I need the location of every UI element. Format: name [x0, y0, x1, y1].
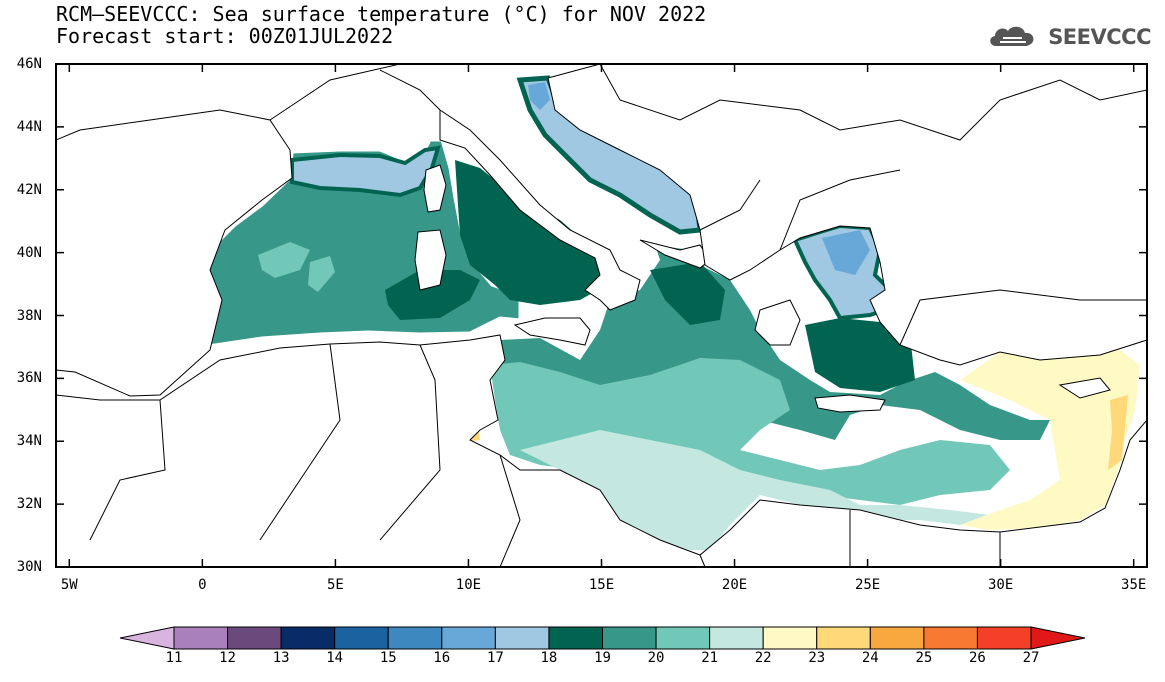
balkans-outline [547, 64, 1147, 366]
ionian-dark-patch [650, 262, 725, 325]
libyan-coast-shading [520, 430, 990, 550]
colorbar-tick-label: 23 [808, 650, 826, 666]
lat-tick-label: 38N [16, 307, 42, 324]
lat-tick-label: 36N [16, 370, 42, 387]
corsica-outline [423, 164, 447, 213]
lon-tick-label: 35E [1121, 577, 1147, 593]
colorbar-tick-label: 20 [647, 650, 665, 666]
axis-ticks [56, 63, 1147, 568]
africa-borders [89, 343, 1001, 567]
colorbar-tick-label: 24 [861, 650, 879, 666]
colorbar-swatch [334, 626, 389, 650]
lat-tick-label: 42N [16, 181, 42, 198]
menorca-shading [308, 256, 335, 292]
iberia-outline [56, 64, 293, 397]
colorbar-tick-label: 22 [754, 650, 772, 666]
colorbar-swatch [602, 626, 657, 650]
seevccc-logo: SEEVCCC [986, 22, 1151, 52]
colorbar [119, 626, 1086, 650]
colorbar-swatch [762, 626, 818, 650]
colorbar-swatch [976, 626, 1032, 650]
lat-tick-label: 40N [16, 244, 42, 261]
lon-tick-label: 20E [721, 577, 748, 593]
colorbar-tick-label: 17 [486, 650, 504, 666]
lat-tick-label: 44N [16, 118, 42, 135]
colorbar-swatch [816, 626, 871, 650]
cloud-icon [990, 26, 1034, 46]
lon-tick-label: 15E [588, 577, 615, 593]
forecast-start-label: Forecast start: 00Z01JUL2022 [56, 24, 394, 48]
colorbar-swatch [441, 626, 496, 650]
colorbar-tick-label: 14 [326, 650, 344, 666]
map-title: RCM—SEEVCCC: Sea surface temperature (°C… [56, 2, 707, 26]
colorbar-swatch [548, 626, 603, 650]
colorbar-under-arrow [119, 626, 175, 650]
colorbar-tick-label: 16 [433, 650, 451, 666]
peloponnese-outline [754, 299, 801, 346]
north-africa-outline [56, 334, 1147, 567]
lon-tick-label: 5W [60, 577, 78, 593]
colorbar-tick-label: 27 [1022, 650, 1040, 666]
northern-adriatic-cold-pool [528, 82, 550, 110]
colorbar-swatch [280, 626, 336, 650]
colorbar-tick-label: 12 [219, 650, 236, 666]
colorbar-swatch [173, 626, 229, 650]
colorbar-tick-label: 19 [594, 650, 611, 666]
lon-tick-label: 25E [854, 577, 881, 593]
italy-outline [439, 109, 641, 311]
cyprus-outline [1058, 377, 1111, 399]
colorbar-swatch [494, 626, 550, 650]
lat-tick-label: 46N [16, 56, 42, 72]
europe-borders [269, 64, 1147, 346]
colorbar-tick-label: 21 [701, 650, 719, 666]
aegean-cold-core [822, 230, 870, 275]
colorbar-tick-label: 18 [540, 650, 558, 666]
levantine-warm-edge [1108, 395, 1128, 470]
lon-tick-label: 30E [987, 577, 1014, 593]
colorbar-tick-label: 26 [969, 650, 986, 666]
colorbar-over-arrow [1030, 626, 1086, 650]
lat-tick-label: 34N [16, 433, 42, 450]
tyrrhenian-sea-shading [455, 160, 612, 305]
balearic-shading [258, 242, 310, 278]
colorbar-swatch [709, 626, 764, 650]
lat-tick-label: 32N [16, 496, 42, 513]
colorbar-tick-label: 13 [272, 650, 290, 666]
sardinia-outline [414, 229, 447, 291]
colorbar-swatch [655, 626, 711, 650]
lon-tick-label: 10E [455, 577, 482, 593]
levantine-basin-shading [960, 350, 1140, 530]
logo-text: SEEVCCC [1048, 25, 1151, 49]
sardinia-channel-shading [385, 270, 480, 320]
crete-outline [814, 394, 886, 413]
lat-tick-label: 30N [16, 559, 42, 575]
colorbar-swatch [869, 626, 925, 650]
sea-surface-temperature-field [66, 75, 1140, 550]
colorbar-swatch [227, 626, 282, 650]
cretan-sea-shading [805, 318, 915, 392]
colorbar-tick-label: 25 [915, 650, 933, 666]
colorbar-swatch [923, 626, 978, 650]
land-outlines [56, 64, 1147, 567]
colorbar-tick-label: 15 [379, 650, 397, 666]
lon-tick-label: 0 [198, 577, 207, 593]
colorbar-tick-label: 11 [165, 650, 183, 666]
lon-tick-label: 5E [326, 577, 344, 593]
sicily-outline [513, 317, 591, 346]
colorbar-swatch [387, 626, 443, 650]
